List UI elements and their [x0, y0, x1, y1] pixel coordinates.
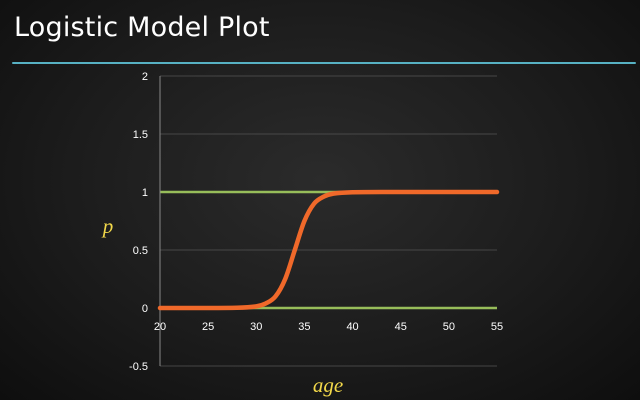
y-tick-label: 0.5 — [133, 245, 148, 257]
slide-title: Logistic Model Plot — [14, 12, 270, 43]
y-axis-label: p — [101, 214, 114, 238]
x-tick-label: 20 — [154, 321, 166, 333]
x-tick-label: 25 — [202, 321, 214, 333]
x-tick-labels: 20 25 30 35 40 45 50 55 — [154, 321, 503, 333]
y-tick-label: 1.5 — [133, 129, 148, 141]
y-tick-labels: -0.5 0 0.5 1 1.5 2 — [129, 71, 148, 373]
x-tick-label: 35 — [298, 321, 310, 333]
title-underline — [12, 62, 636, 64]
y-tick-label: -0.5 — [129, 361, 148, 373]
y-tick-label: 0 — [142, 303, 148, 315]
y-tick-label: 2 — [142, 71, 148, 83]
y-tick-label: 1 — [142, 187, 148, 199]
gridlines — [160, 75, 497, 367]
x-tick-label: 30 — [250, 321, 262, 333]
x-tick-label: 40 — [346, 321, 358, 333]
x-tick-label: 45 — [395, 321, 407, 333]
x-tick-label: 55 — [491, 321, 503, 333]
x-axis-label: age — [313, 373, 343, 397]
logistic-curve — [157, 189, 500, 311]
x-tick-label: 50 — [443, 321, 455, 333]
